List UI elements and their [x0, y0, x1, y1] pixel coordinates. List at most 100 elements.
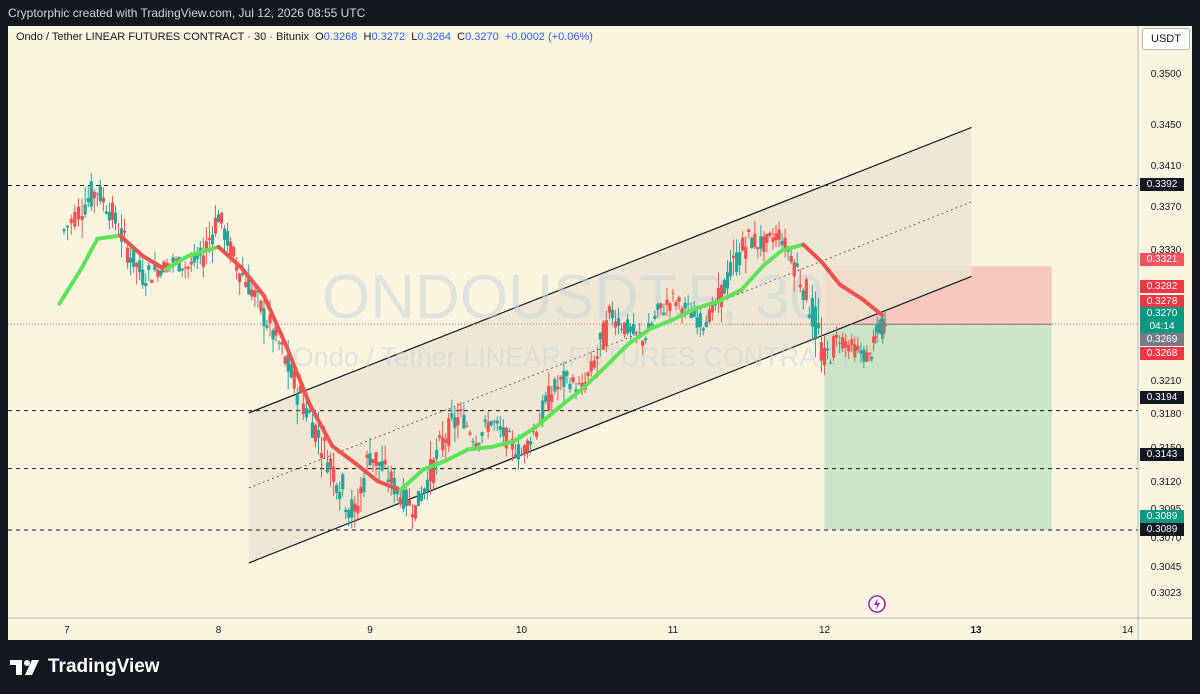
candle-body	[828, 362, 833, 364]
candle-body	[204, 241, 208, 250]
candle	[150, 278, 154, 284]
candle	[73, 204, 77, 230]
currency-selector[interactable]: USDT	[1142, 28, 1190, 50]
candle-body	[386, 479, 390, 482]
moving-average-segment	[307, 401, 335, 448]
candle-body	[532, 431, 536, 433]
candle	[513, 444, 518, 459]
moving-average-segment	[352, 460, 380, 484]
moving-average-segment	[489, 439, 516, 449]
candle	[856, 337, 860, 353]
candle	[883, 310, 887, 334]
candle-body	[589, 361, 593, 372]
candle-body	[513, 454, 518, 457]
candle	[383, 445, 387, 468]
candle-body	[877, 323, 881, 333]
price-tag-stop: 0.3321	[1140, 253, 1184, 266]
candle-body	[698, 313, 702, 328]
price-tag-level: 0.3143	[1140, 448, 1184, 461]
candle	[453, 407, 457, 443]
candle	[771, 228, 775, 250]
candle-body	[413, 505, 418, 519]
candle-body	[547, 386, 551, 411]
candle-body	[238, 273, 242, 283]
candle-body	[301, 403, 305, 414]
candle-body	[807, 314, 811, 318]
candle-body	[429, 459, 433, 481]
candle-body	[304, 408, 308, 418]
candle	[725, 260, 730, 300]
price-tick-label: 0.3023	[1151, 588, 1182, 599]
candle	[819, 317, 824, 373]
candle-body	[574, 389, 578, 392]
low-label: L	[411, 31, 418, 43]
candle-body	[332, 466, 336, 482]
candle-body	[319, 453, 324, 459]
candle-body	[553, 379, 557, 392]
candle-body	[368, 453, 372, 465]
candle-body	[89, 181, 93, 207]
price-tag-open: 0.3268	[1140, 347, 1184, 360]
moving-average-segment	[140, 253, 168, 272]
candle-body	[571, 377, 575, 383]
candle-body	[229, 241, 233, 258]
moving-average-segment	[860, 297, 885, 318]
candle	[519, 447, 524, 457]
candle-body	[459, 409, 463, 411]
candle	[553, 376, 557, 395]
candle-body	[483, 419, 487, 422]
price-tag-level: 0.3194	[1140, 391, 1184, 404]
candle-body	[156, 269, 160, 278]
candle	[744, 236, 748, 274]
candle-body	[398, 497, 402, 505]
candle-body	[613, 321, 618, 328]
candle-body	[132, 246, 136, 267]
candle-body	[313, 424, 318, 442]
candle-body	[622, 322, 627, 335]
candle-body	[98, 186, 102, 202]
candle-body	[804, 279, 808, 300]
candle	[792, 259, 796, 292]
candle-body	[486, 422, 490, 432]
candle	[444, 433, 448, 460]
price-tag-target: 0.3089	[1140, 510, 1184, 523]
candle-body	[292, 370, 296, 389]
candle	[204, 227, 208, 264]
candle-body	[810, 298, 814, 327]
candle	[253, 286, 257, 308]
candle-body	[135, 263, 139, 268]
candle-body	[865, 352, 869, 362]
candle	[129, 245, 133, 276]
open-value: 0.3268	[323, 31, 358, 43]
candle-body	[510, 438, 515, 450]
price-tag-last: 0.3270	[1140, 307, 1184, 320]
candle-body	[383, 459, 387, 465]
candle	[571, 374, 575, 384]
candle-body	[780, 240, 784, 245]
candle-body	[425, 479, 430, 492]
candle	[756, 246, 760, 259]
candle-body	[66, 225, 70, 228]
candle-body	[875, 324, 879, 332]
candle-body	[262, 308, 266, 327]
tradingview-logo-icon	[10, 660, 39, 675]
candle-body	[110, 202, 115, 220]
candle-body	[62, 229, 66, 232]
channel-fill	[248, 127, 972, 563]
candle	[835, 326, 839, 347]
high-value: 0.3272	[371, 31, 406, 43]
time-tick-label: 10	[516, 625, 528, 636]
price-tick-label: 0.3070	[1151, 533, 1182, 544]
candle	[801, 287, 805, 310]
candle-body	[365, 454, 369, 458]
candle	[507, 427, 511, 433]
candle	[319, 436, 324, 478]
candle-body	[838, 343, 842, 345]
candle	[589, 351, 593, 377]
time-tick-label: 8	[216, 625, 222, 636]
price-tick-label: 0.3180	[1151, 409, 1182, 420]
candle	[335, 482, 339, 500]
candle	[222, 225, 227, 251]
candle-body	[753, 233, 757, 248]
